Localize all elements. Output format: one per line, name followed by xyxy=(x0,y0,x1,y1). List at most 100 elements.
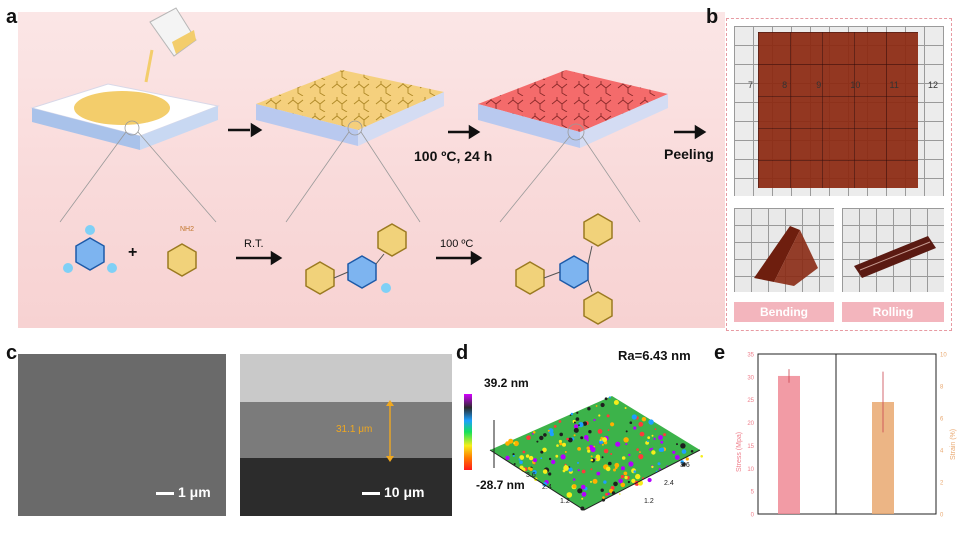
afm-texture-dot xyxy=(680,460,684,464)
afm-texture-dot xyxy=(613,481,618,487)
afm-texture-dot xyxy=(596,471,601,476)
zmin-label: -28.7 nm xyxy=(476,478,525,492)
afm-texture-dot xyxy=(681,449,687,454)
peeling-text: Peeling xyxy=(664,146,714,162)
plus-sign: + xyxy=(128,244,138,261)
afm-texture-dot xyxy=(641,417,647,422)
afm-texture-dot xyxy=(519,455,525,460)
axis-tick: 3.6 xyxy=(526,472,536,479)
afm-texture-dot xyxy=(598,414,601,417)
afm-texture-dot xyxy=(505,441,510,446)
afm-texture-dot xyxy=(564,451,567,453)
afm-texture-dot xyxy=(642,477,645,480)
room-temp-label: R.T. xyxy=(244,238,264,250)
amine-label: NH2 xyxy=(180,226,195,233)
afm-texture-dot xyxy=(526,435,531,440)
afm-texture-dot xyxy=(577,488,583,494)
panel-d-label: d xyxy=(456,342,469,364)
afm-texture-dot xyxy=(573,427,579,433)
sem-cross-section-top xyxy=(240,354,452,402)
afm-texture-dot xyxy=(581,497,584,500)
afm-texture-dot xyxy=(636,448,639,451)
afm-texture-dot xyxy=(586,439,589,442)
afm-texture-dot xyxy=(600,488,604,492)
beaker-icon xyxy=(144,7,197,83)
right-tick-label: 8 xyxy=(940,385,944,391)
afm-texture-dot xyxy=(548,457,552,461)
afm-texture-dot xyxy=(581,469,586,474)
afm-texture-dot xyxy=(624,407,627,409)
afm-texture-dot xyxy=(512,453,515,456)
bending-photo xyxy=(734,208,834,292)
afm-texture-dot xyxy=(601,443,604,446)
afm-texture-dot xyxy=(553,425,557,428)
afm-texture-dot xyxy=(639,451,641,453)
afm-texture-dot xyxy=(528,455,534,461)
afm-texture-dot xyxy=(605,492,609,496)
afm-texture-dot xyxy=(586,446,590,450)
afm-texture-dot xyxy=(620,482,626,488)
afm-texture-dot xyxy=(638,421,644,427)
reaction-condition-text: 100 ºC, 24 h xyxy=(414,148,493,164)
afm-texture-dot xyxy=(601,456,604,459)
stress-bar xyxy=(778,375,800,514)
afm-texture-dot xyxy=(672,450,676,454)
afm-texture-dot xyxy=(602,496,605,499)
afm-texture-dot xyxy=(575,417,580,421)
afm-texture-dot xyxy=(651,447,654,450)
zmax-label: 39.2 nm xyxy=(484,376,529,390)
afm-texture-dot xyxy=(590,468,593,471)
right-tick-label: 10 xyxy=(940,353,947,359)
afm-texture-dot xyxy=(629,421,633,424)
afm-texture-dot xyxy=(532,431,536,434)
left-tick-label: 0 xyxy=(751,513,755,519)
afm-texture-dot xyxy=(620,466,625,471)
afm-texture-dot xyxy=(539,435,544,441)
y-axis-left-label: Stress (Mpa) xyxy=(736,432,743,472)
afm-texture-dot xyxy=(621,456,626,460)
ruler-number: 8 xyxy=(782,80,788,90)
afm-texture-dot xyxy=(623,471,628,476)
panel-c-label: c xyxy=(6,342,18,364)
afm-texture-dot xyxy=(620,474,625,479)
afm-texture-dot xyxy=(558,439,562,444)
panel-a-scheme xyxy=(30,7,707,325)
afm-texture-dot xyxy=(549,432,554,437)
triamine-molecule xyxy=(167,243,197,277)
afm-texture-dot xyxy=(580,436,584,440)
afm-texture-dot xyxy=(592,478,598,484)
afm-texture-dot xyxy=(547,429,550,432)
right-tick-label: 2 xyxy=(940,481,944,487)
left-tick-label: 25 xyxy=(747,398,754,404)
plot-frame xyxy=(757,353,937,515)
axis-tick: 1.2 xyxy=(644,498,654,505)
afm-texture-dot xyxy=(512,454,515,457)
cyanuric-chloride-molecule xyxy=(63,225,117,273)
afm-texture-dot xyxy=(548,472,552,476)
thickness-arrow-icon xyxy=(386,400,394,462)
ruler-number: 7 xyxy=(748,80,754,90)
right-tick-label: 6 xyxy=(940,417,944,423)
afm-texture-dot xyxy=(638,454,644,460)
afm-texture-dot xyxy=(581,491,587,497)
afm-texture-dot xyxy=(532,432,534,435)
sem-surface-image xyxy=(18,354,226,516)
afm-texture-dot xyxy=(573,424,579,429)
afm-texture-dot xyxy=(639,431,645,437)
afm-texture-dot xyxy=(551,459,556,465)
afm-texture-dot xyxy=(651,465,654,469)
panel-e-label: e xyxy=(714,342,726,364)
afm-texture-dot xyxy=(578,424,580,426)
axis-tick: 2.4 xyxy=(664,480,674,487)
afm-texture-dot xyxy=(627,480,630,484)
afm-texture-dot xyxy=(607,429,610,431)
afm-texture-dot xyxy=(543,433,547,437)
afm-texture-dot xyxy=(595,405,598,407)
afm-texture-dot xyxy=(559,432,563,437)
afm-texture-dot xyxy=(605,466,611,472)
afm-texture-dot xyxy=(588,444,594,450)
bending-label: Bending xyxy=(734,302,834,322)
afm-texture-dot xyxy=(573,434,576,437)
ruler-number: 12 xyxy=(927,80,938,90)
ruler-number: 11 xyxy=(889,80,899,90)
